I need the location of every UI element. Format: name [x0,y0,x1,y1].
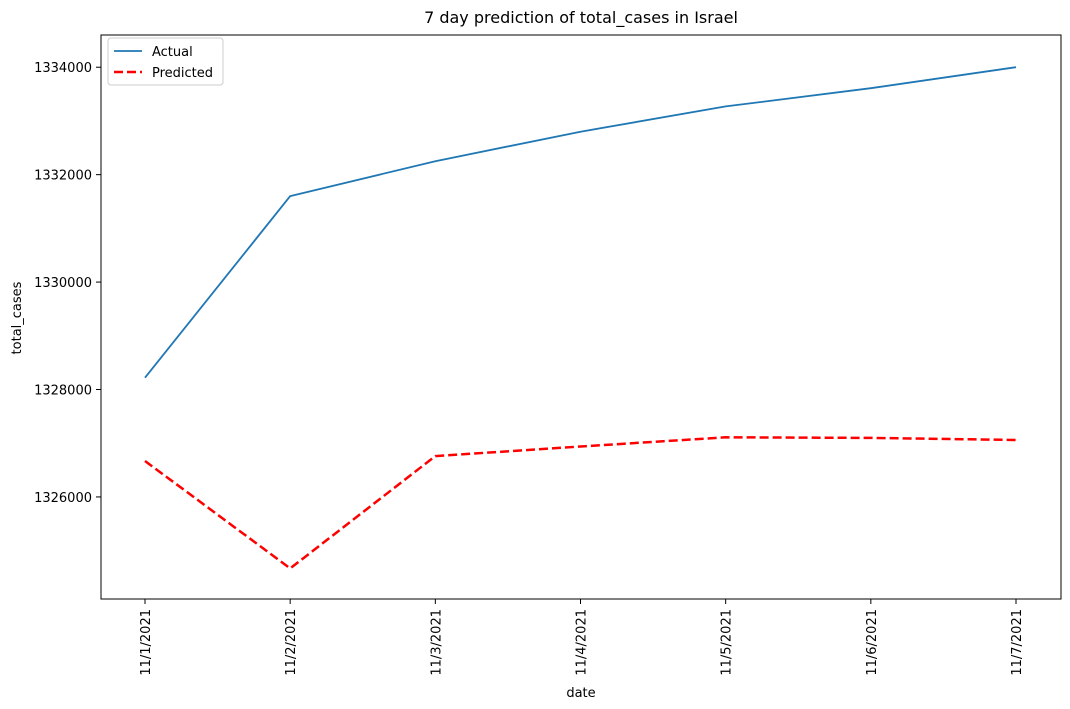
legend-label: Predicted [152,66,213,81]
y-axis-label: total_cases [10,281,25,354]
x-tick-label: 11/1/2021 [139,609,154,676]
x-axis-label: date [566,686,595,701]
legend-label: Actual [152,45,193,60]
x-tick-label: 11/7/2021 [1010,609,1025,676]
x-tick-label: 11/2/2021 [284,609,299,676]
y-tick-label: 1328000 [34,384,92,399]
y-axis: 1326000 1328000 1330000 1332000 1334000 [34,61,101,506]
chart-title: 7 day prediction of total_cases in Israe… [424,8,738,28]
y-tick-label: 1326000 [34,491,92,506]
y-tick-label: 1334000 [34,61,92,76]
x-axis: 11/1/2021 11/2/2021 11/3/2021 11/4/2021 11/5… [139,599,1025,676]
legend: Actual Predicted [107,37,224,86]
plot-frame [100,34,1062,600]
series-line-predicted [144,436,1017,570]
plot-area [100,34,1062,600]
x-tick-label: 11/5/2021 [720,609,735,676]
x-tick-label: 11/4/2021 [575,609,590,676]
series-layer [144,66,1017,570]
legend-box [107,37,224,86]
series-line-actual [144,66,1017,379]
x-tick-label: 11/3/2021 [429,609,444,676]
x-tick-label: 11/6/2021 [865,609,880,676]
y-tick-label: 1332000 [34,169,92,184]
y-tick-label: 1330000 [34,276,92,291]
